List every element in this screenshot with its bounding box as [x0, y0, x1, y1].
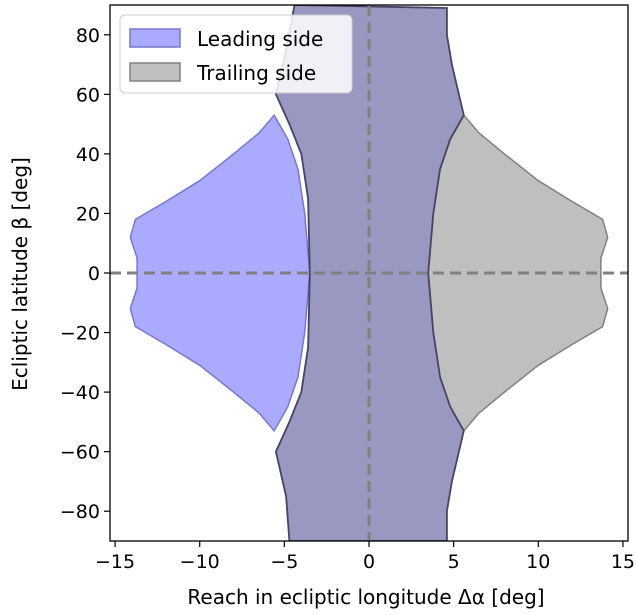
- y-tick-label: 60: [76, 84, 100, 106]
- y-axis-label: Ecliptic latitude β [deg]: [8, 157, 32, 391]
- y-axis-ticks: −80 −60 −40 −20 0 20 40 60 80: [60, 25, 110, 523]
- y-tick-label: −40: [60, 382, 100, 404]
- y-tick-label: 20: [76, 203, 100, 225]
- x-tick-label: 15: [611, 551, 635, 573]
- x-tick-label: −15: [95, 551, 135, 573]
- y-tick-label: −20: [60, 323, 100, 345]
- legend-swatch-leading: [129, 28, 181, 48]
- x-axis-label: Reach in ecliptic longitude Δα [deg]: [187, 585, 544, 609]
- legend: Leading side Trailing side: [119, 14, 353, 94]
- x-tick-label: 10: [526, 551, 550, 573]
- legend-label-leading: Leading side: [197, 27, 323, 51]
- x-axis-ticks: −15 −10 −5 0 5 10 15: [95, 541, 635, 573]
- x-tick-label: −10: [180, 551, 220, 573]
- y-tick-label: 0: [88, 263, 100, 285]
- legend-label-trailing: Trailing side: [196, 61, 316, 85]
- y-tick-label: 40: [76, 144, 100, 166]
- x-tick-label: 0: [363, 551, 375, 573]
- plot-area: [110, 5, 628, 541]
- y-tick-label: 80: [76, 25, 100, 47]
- x-tick-label: 5: [448, 551, 460, 573]
- x-tick-label: −5: [270, 551, 298, 573]
- legend-swatch-trailing: [129, 62, 181, 82]
- y-tick-label: −60: [60, 442, 100, 464]
- y-tick-label: −80: [60, 501, 100, 523]
